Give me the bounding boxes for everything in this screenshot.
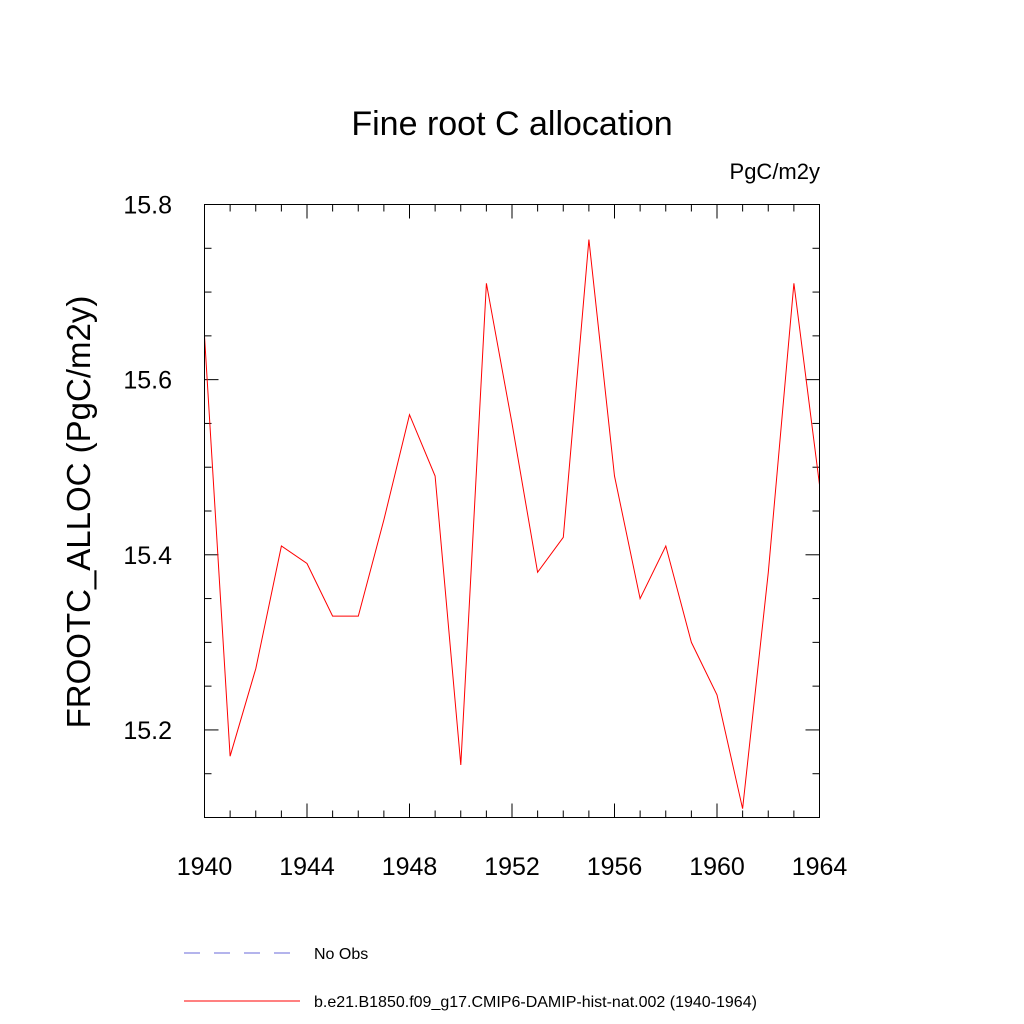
legend-label: b.e21.B1850.f09_g17.CMIP6-DAMIP-hist-nat…	[314, 994, 757, 1011]
y-tick-label: 15.8	[123, 192, 172, 220]
axis-ticks: 1940 1944 1948 1952 1956 1960 1964 15.2 15.4 15.6…	[123, 192, 847, 882]
units-label: PgC/m2y	[730, 159, 820, 184]
x-tick-label: 1956	[587, 853, 643, 881]
x-tick-label: 1952	[484, 853, 540, 881]
x-tick-label: 1940	[177, 853, 233, 881]
x-tick-label: 1964	[792, 853, 848, 881]
series-line	[204, 239, 820, 809]
x-tick-label: 1948	[382, 853, 438, 881]
plot-frame	[204, 204, 820, 818]
series-lines	[204, 239, 820, 809]
x-tick-label: 1960	[689, 853, 745, 881]
chart-title: Fine root C allocation	[351, 105, 672, 143]
legend: No Obs b.e21.B1850.f09_g17.CMIP6-DAMIP-hi…	[184, 946, 757, 1011]
legend-label: No Obs	[314, 946, 368, 963]
y-tick-label: 15.4	[123, 542, 172, 570]
y-tick-label: 15.6	[123, 367, 172, 395]
y-axis-label: FROOTC_ALLOC (PgC/m2y)	[60, 296, 97, 729]
x-tick-label: 1944	[279, 853, 335, 881]
y-tick-label: 15.2	[123, 717, 172, 745]
